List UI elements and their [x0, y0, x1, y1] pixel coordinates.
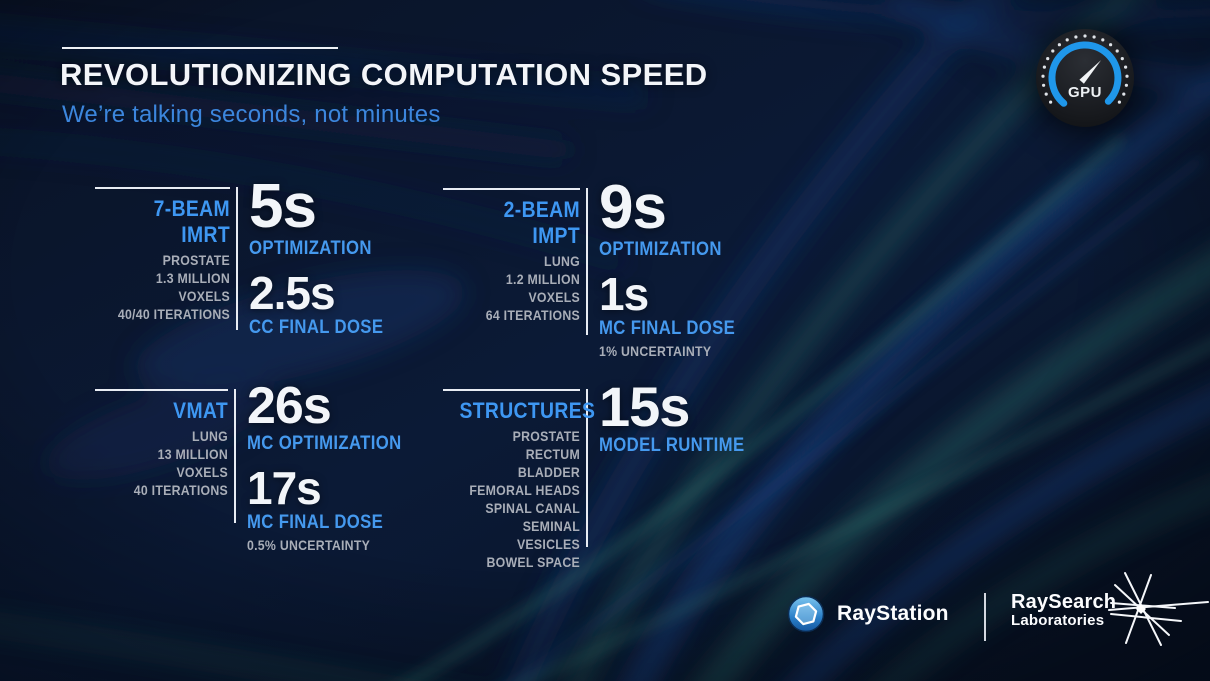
case-info: 7-BEAM IMRT PROSTATE 1.3 MILLION VOXELS …: [95, 187, 230, 323]
footer-divider: [984, 593, 986, 641]
metric-label: MC OPTIMIZATION: [247, 432, 402, 454]
case-info: VMAT LUNG 13 MILLION VOXELS 40 ITERATION…: [95, 389, 228, 499]
metric-value: 15s: [599, 375, 690, 438]
raysearch-label-line1: RaySearch: [1011, 591, 1117, 613]
raysearch-label-line2: Laboratories: [1011, 612, 1105, 629]
case-detail: 13 MILLION VOXELS: [157, 446, 228, 480]
metric-label: OPTIMIZATION: [599, 238, 722, 260]
divider: [586, 389, 588, 547]
case-detail: 1.3 MILLION VOXELS: [155, 270, 230, 304]
case-title: 7-BEAM IMRT: [153, 196, 230, 247]
raysearch-logo: RaySearch Laboratories: [1011, 591, 1117, 629]
case-detail: LUNG: [192, 428, 228, 444]
case-info: STRUCTURES PROSTATE RECTUM BLADDER FEMOR…: [443, 389, 596, 571]
title-rule: [62, 47, 338, 49]
case-detail: 1.2 MILLION VOXELS: [505, 271, 580, 305]
raystation-label: RayStation: [837, 602, 949, 625]
metric-note: 0.5% UNCERTAINTY: [247, 537, 371, 554]
case-detail: SPINAL CANAL: [485, 500, 580, 516]
case-detail: BOWEL SPACE: [486, 554, 580, 570]
case-metrics: 5s OPTIMIZATION 2.5s CC FINAL DOSE: [238, 176, 402, 339]
case-detail: SEMINAL VESICLES: [516, 518, 580, 552]
gpu-label: GPU: [1068, 84, 1102, 101]
speed-block: 7-BEAM IMRT PROSTATE 1.3 MILLION VOXELS …: [95, 176, 402, 339]
gauge-needle: [1079, 60, 1102, 84]
case-metrics: 15s MODEL RUNTIME: [588, 378, 764, 457]
metric-label: MC FINAL DOSE: [599, 318, 736, 340]
case-detail: 40/40 ITERATIONS: [117, 306, 230, 322]
metric-label: CC FINAL DOSE: [249, 317, 384, 339]
case-detail: LUNG: [544, 253, 580, 269]
divider: [234, 389, 236, 523]
case-detail: BLADDER: [517, 464, 580, 480]
metric-label: MC FINAL DOSE: [247, 512, 384, 534]
metric-value: 26s: [247, 377, 332, 435]
metric-value: 5s: [249, 172, 317, 241]
case-detail: 64 ITERATIONS: [485, 307, 580, 323]
page-title: REVOLUTIONIZING COMPUTATION SPEED: [60, 57, 708, 92]
metric-value: 17s: [247, 461, 322, 514]
case-detail: 40 ITERATIONS: [133, 482, 228, 498]
raysearch-starburst-icon: [1108, 572, 1209, 646]
metric-label: MODEL RUNTIME: [599, 435, 745, 457]
case-title: VMAT: [173, 398, 228, 423]
metric-value: 2.5s: [249, 266, 336, 319]
speed-block: 2-BEAM IMPT LUNG 1.2 MILLION VOXELS 64 I…: [443, 177, 754, 360]
case-detail: FEMORAL HEADS: [469, 482, 580, 498]
metric-value: 9s: [599, 173, 667, 242]
page-subtitle: We’re talking seconds, not minutes: [62, 101, 441, 128]
speed-block: STRUCTURES PROSTATE RECTUM BLADDER FEMOR…: [443, 378, 764, 571]
speed-block: VMAT LUNG 13 MILLION VOXELS 40 ITERATION…: [95, 380, 423, 554]
case-detail: PROSTATE: [512, 428, 580, 444]
case-detail: PROSTATE: [162, 252, 230, 268]
metric-note: 1% UNCERTAINTY: [599, 343, 712, 360]
raystation-logo-icon: [787, 595, 825, 633]
metric-value: 1s: [599, 267, 649, 320]
case-detail: RECTUM: [525, 446, 580, 462]
case-title: 2-BEAM IMPT: [503, 197, 580, 248]
case-title: STRUCTURES: [459, 398, 596, 423]
divider: [236, 187, 238, 330]
metric-label: OPTIMIZATION: [249, 237, 372, 259]
case-metrics: 9s OPTIMIZATION 1s MC FINAL DOSE 1% UNCE…: [588, 177, 754, 360]
case-info: 2-BEAM IMPT LUNG 1.2 MILLION VOXELS 64 I…: [443, 188, 580, 324]
raystation-logo: RayStation: [786, 594, 949, 634]
gpu-gauge-icon: GPU: [1036, 29, 1134, 127]
divider: [586, 188, 588, 335]
case-metrics: 26s MC OPTIMIZATION 17s MC FINAL DOSE 0.…: [236, 380, 423, 554]
